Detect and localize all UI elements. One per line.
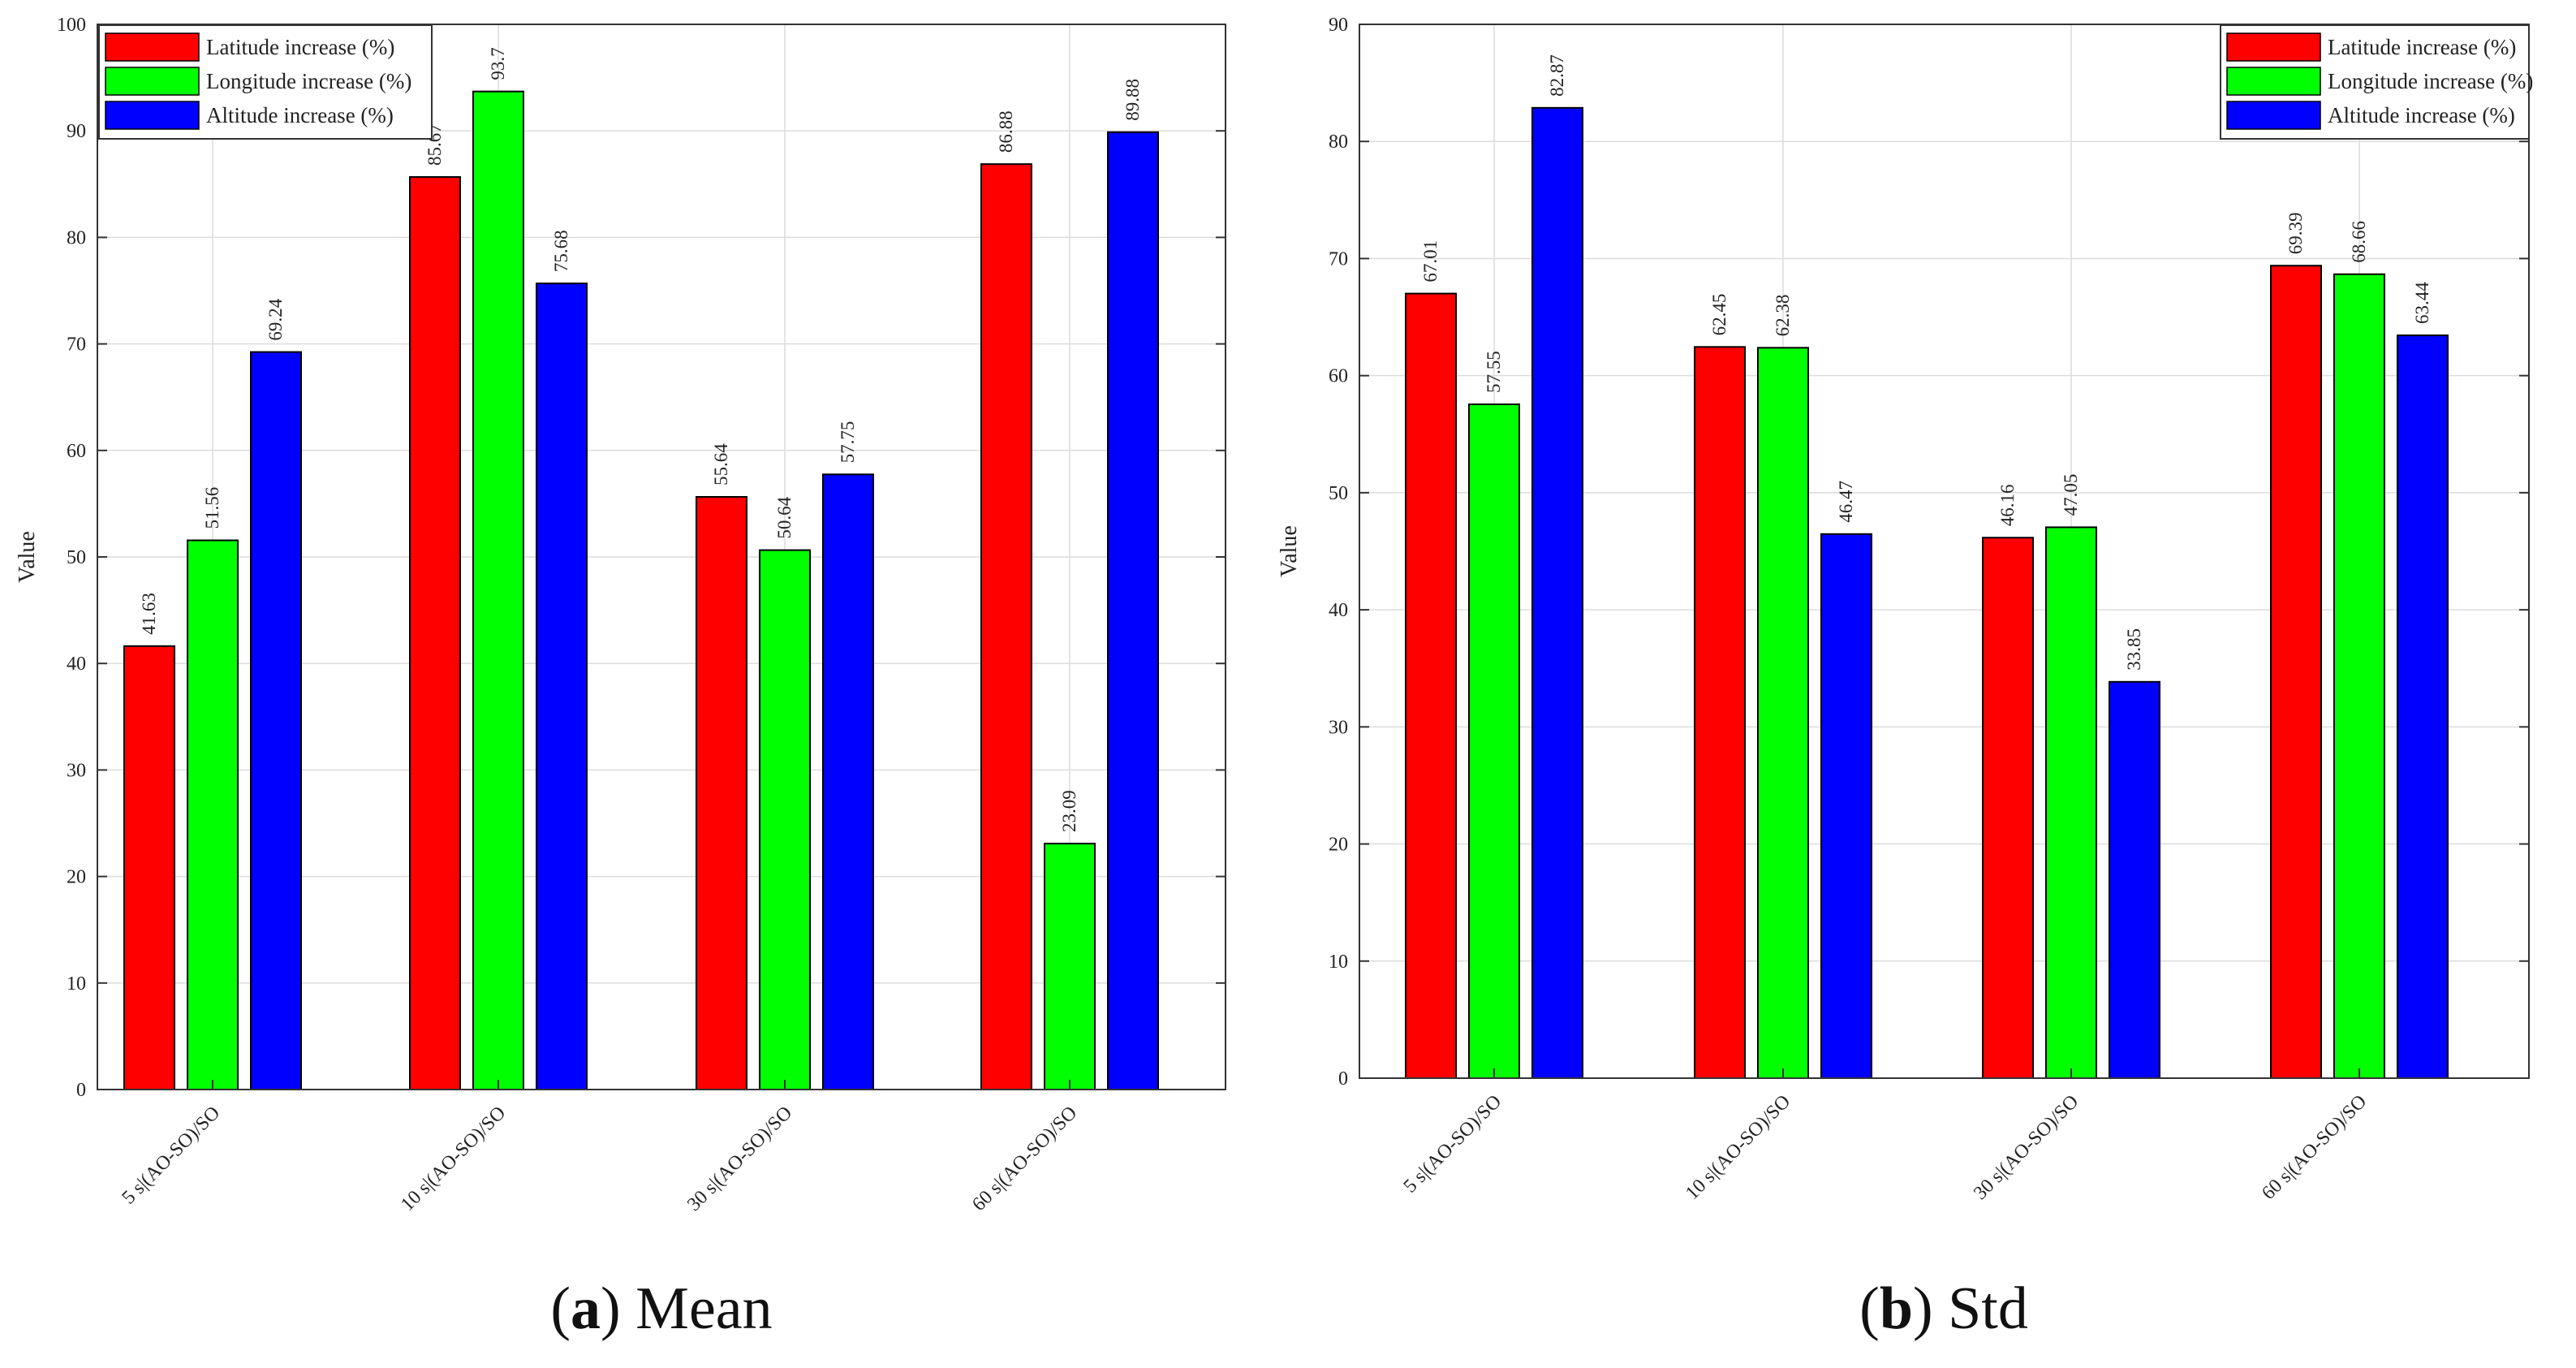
bar-lon-0 (1468, 403, 1520, 1079)
y-tick-label: 70 (67, 334, 86, 356)
data-label: 82.87 (1547, 54, 1567, 97)
x-tick-label: 60 s|(AO-SO)/SO (968, 1103, 1081, 1215)
data-label: 23.09 (1059, 790, 1079, 832)
y-tick-label: 90 (67, 121, 86, 142)
x-tick-label: 5 s|(AO-SO)/SO (118, 1103, 225, 1209)
bar-alt-1 (536, 283, 588, 1090)
y-tick-label: 50 (1329, 483, 1348, 504)
legend-swatch-lat (105, 32, 200, 62)
y-tick-label: 30 (67, 760, 86, 781)
data-label: 93.7 (488, 47, 508, 80)
y-tick-label: 30 (1329, 717, 1348, 738)
data-label: 67.01 (1420, 240, 1441, 283)
bar-lon-3 (2333, 273, 2385, 1080)
bar-lon-2 (2045, 526, 2097, 1079)
data-label: 62.45 (1709, 294, 1730, 336)
y-tick-label: 10 (67, 973, 86, 995)
x-tick-label: 10 s|(AO-SO)/SO (397, 1103, 510, 1215)
data-label: 46.16 (1997, 485, 2018, 527)
bar-alt-0 (250, 351, 302, 1090)
legend-label: Altitude increase (%) (2328, 103, 2515, 127)
y-tick-label: 60 (1329, 366, 1348, 387)
panel-caption: (a) Mean (550, 1275, 772, 1342)
x-tick-label: 5 s|(AO-SO)/SO (1400, 1091, 1506, 1198)
data-label: 69.24 (265, 298, 286, 340)
data-label: 51.56 (202, 487, 222, 529)
bar-lat-2 (1982, 537, 2034, 1079)
legend-label: Altitude increase (%) (206, 103, 394, 127)
bar-lon-1 (1757, 347, 1809, 1079)
bar-alt-3 (2397, 334, 2449, 1080)
bar-alt-2 (822, 473, 874, 1090)
bar-lat-0 (123, 645, 175, 1090)
x-tick-label: 60 s|(AO-SO)/SO (2258, 1091, 2371, 1204)
data-label: 89.88 (1122, 79, 1143, 121)
bar-alt-2 (2109, 680, 2160, 1080)
legend-label: Latitude increase (%) (2328, 35, 2516, 59)
legend-label: Latitude increase (%) (206, 35, 394, 59)
x-tick-label: 30 s|(AO-SO)/SO (683, 1103, 796, 1215)
bar-lat-3 (980, 163, 1032, 1090)
bar-lat-1 (409, 176, 461, 1090)
y-tick-label: 0 (1338, 1068, 1348, 1090)
y-tick-label: 50 (67, 547, 86, 568)
data-label: 69.39 (2285, 212, 2306, 254)
y-tick-label: 80 (67, 227, 86, 248)
y-tick-label: 20 (1329, 835, 1348, 856)
y-tick-label: 40 (1329, 600, 1348, 621)
legend-swatch-lat (2226, 32, 2321, 62)
legend-label: Longitude increase (%) (2328, 69, 2533, 93)
data-label: 57.55 (1484, 351, 1504, 393)
panel-caption: (b) Std (1859, 1275, 2028, 1342)
bar-lon-2 (759, 549, 811, 1090)
y-tick-label: 100 (57, 15, 86, 36)
bar-lat-3 (2270, 265, 2322, 1079)
bar-alt-3 (1107, 131, 1159, 1090)
data-label: 47.05 (2061, 474, 2081, 516)
x-tick-label: 10 s|(AO-SO)/SO (1682, 1091, 1794, 1204)
data-label: 50.64 (774, 496, 795, 538)
y-tick-label: 70 (1329, 248, 1348, 270)
bar-alt-0 (1531, 106, 1583, 1079)
y-tick-label: 0 (76, 1080, 86, 1101)
axes-box (1359, 24, 2530, 1079)
data-label: 68.66 (2349, 221, 2369, 263)
y-tick-label: 10 (1329, 952, 1348, 973)
y-tick-label: 90 (1329, 15, 1348, 36)
bar-lon-1 (472, 90, 524, 1090)
data-label: 75.68 (551, 230, 571, 272)
data-label: 62.38 (1773, 295, 1793, 337)
y-tick-label: 20 (67, 867, 86, 888)
bar-lat-0 (1405, 292, 1457, 1079)
y-tick-label: 80 (1329, 132, 1348, 153)
bar-lon-3 (1044, 843, 1096, 1090)
legend-swatch-lon (2226, 67, 2321, 96)
bar-lat-2 (696, 496, 747, 1090)
legend-swatch-alt (2226, 101, 2321, 130)
legend-swatch-alt (105, 101, 200, 130)
y-tick-label: 40 (67, 654, 86, 675)
legend-label: Longitude increase (%) (206, 69, 411, 93)
bar-lon-0 (187, 539, 239, 1090)
chart-std: 67.01 62.45 46.16 69.39 57.55 62.38 47.05 68.66… (1277, 15, 2533, 1342)
legend-swatch-lon (105, 67, 200, 96)
y-axis-label: Value (15, 531, 40, 583)
y-tick-label: 60 (67, 441, 86, 462)
data-label: 55.64 (711, 443, 731, 485)
data-label: 63.44 (2412, 282, 2432, 324)
data-label: 57.75 (838, 421, 858, 464)
bar-lat-1 (1694, 346, 1746, 1079)
y-axis-label: Value (1277, 525, 1302, 577)
data-label: 33.85 (2124, 628, 2144, 671)
data-label: 86.88 (996, 110, 1016, 153)
chart-mean: 41.6385.6755.6486.8851.5693.750.6423.096… (15, 15, 1226, 1342)
bar-alt-1 (1820, 533, 1872, 1079)
data-label: 41.63 (139, 593, 159, 635)
data-label: 46.47 (1836, 481, 1856, 523)
x-tick-label: 30 s|(AO-SO)/SO (1970, 1091, 2083, 1204)
